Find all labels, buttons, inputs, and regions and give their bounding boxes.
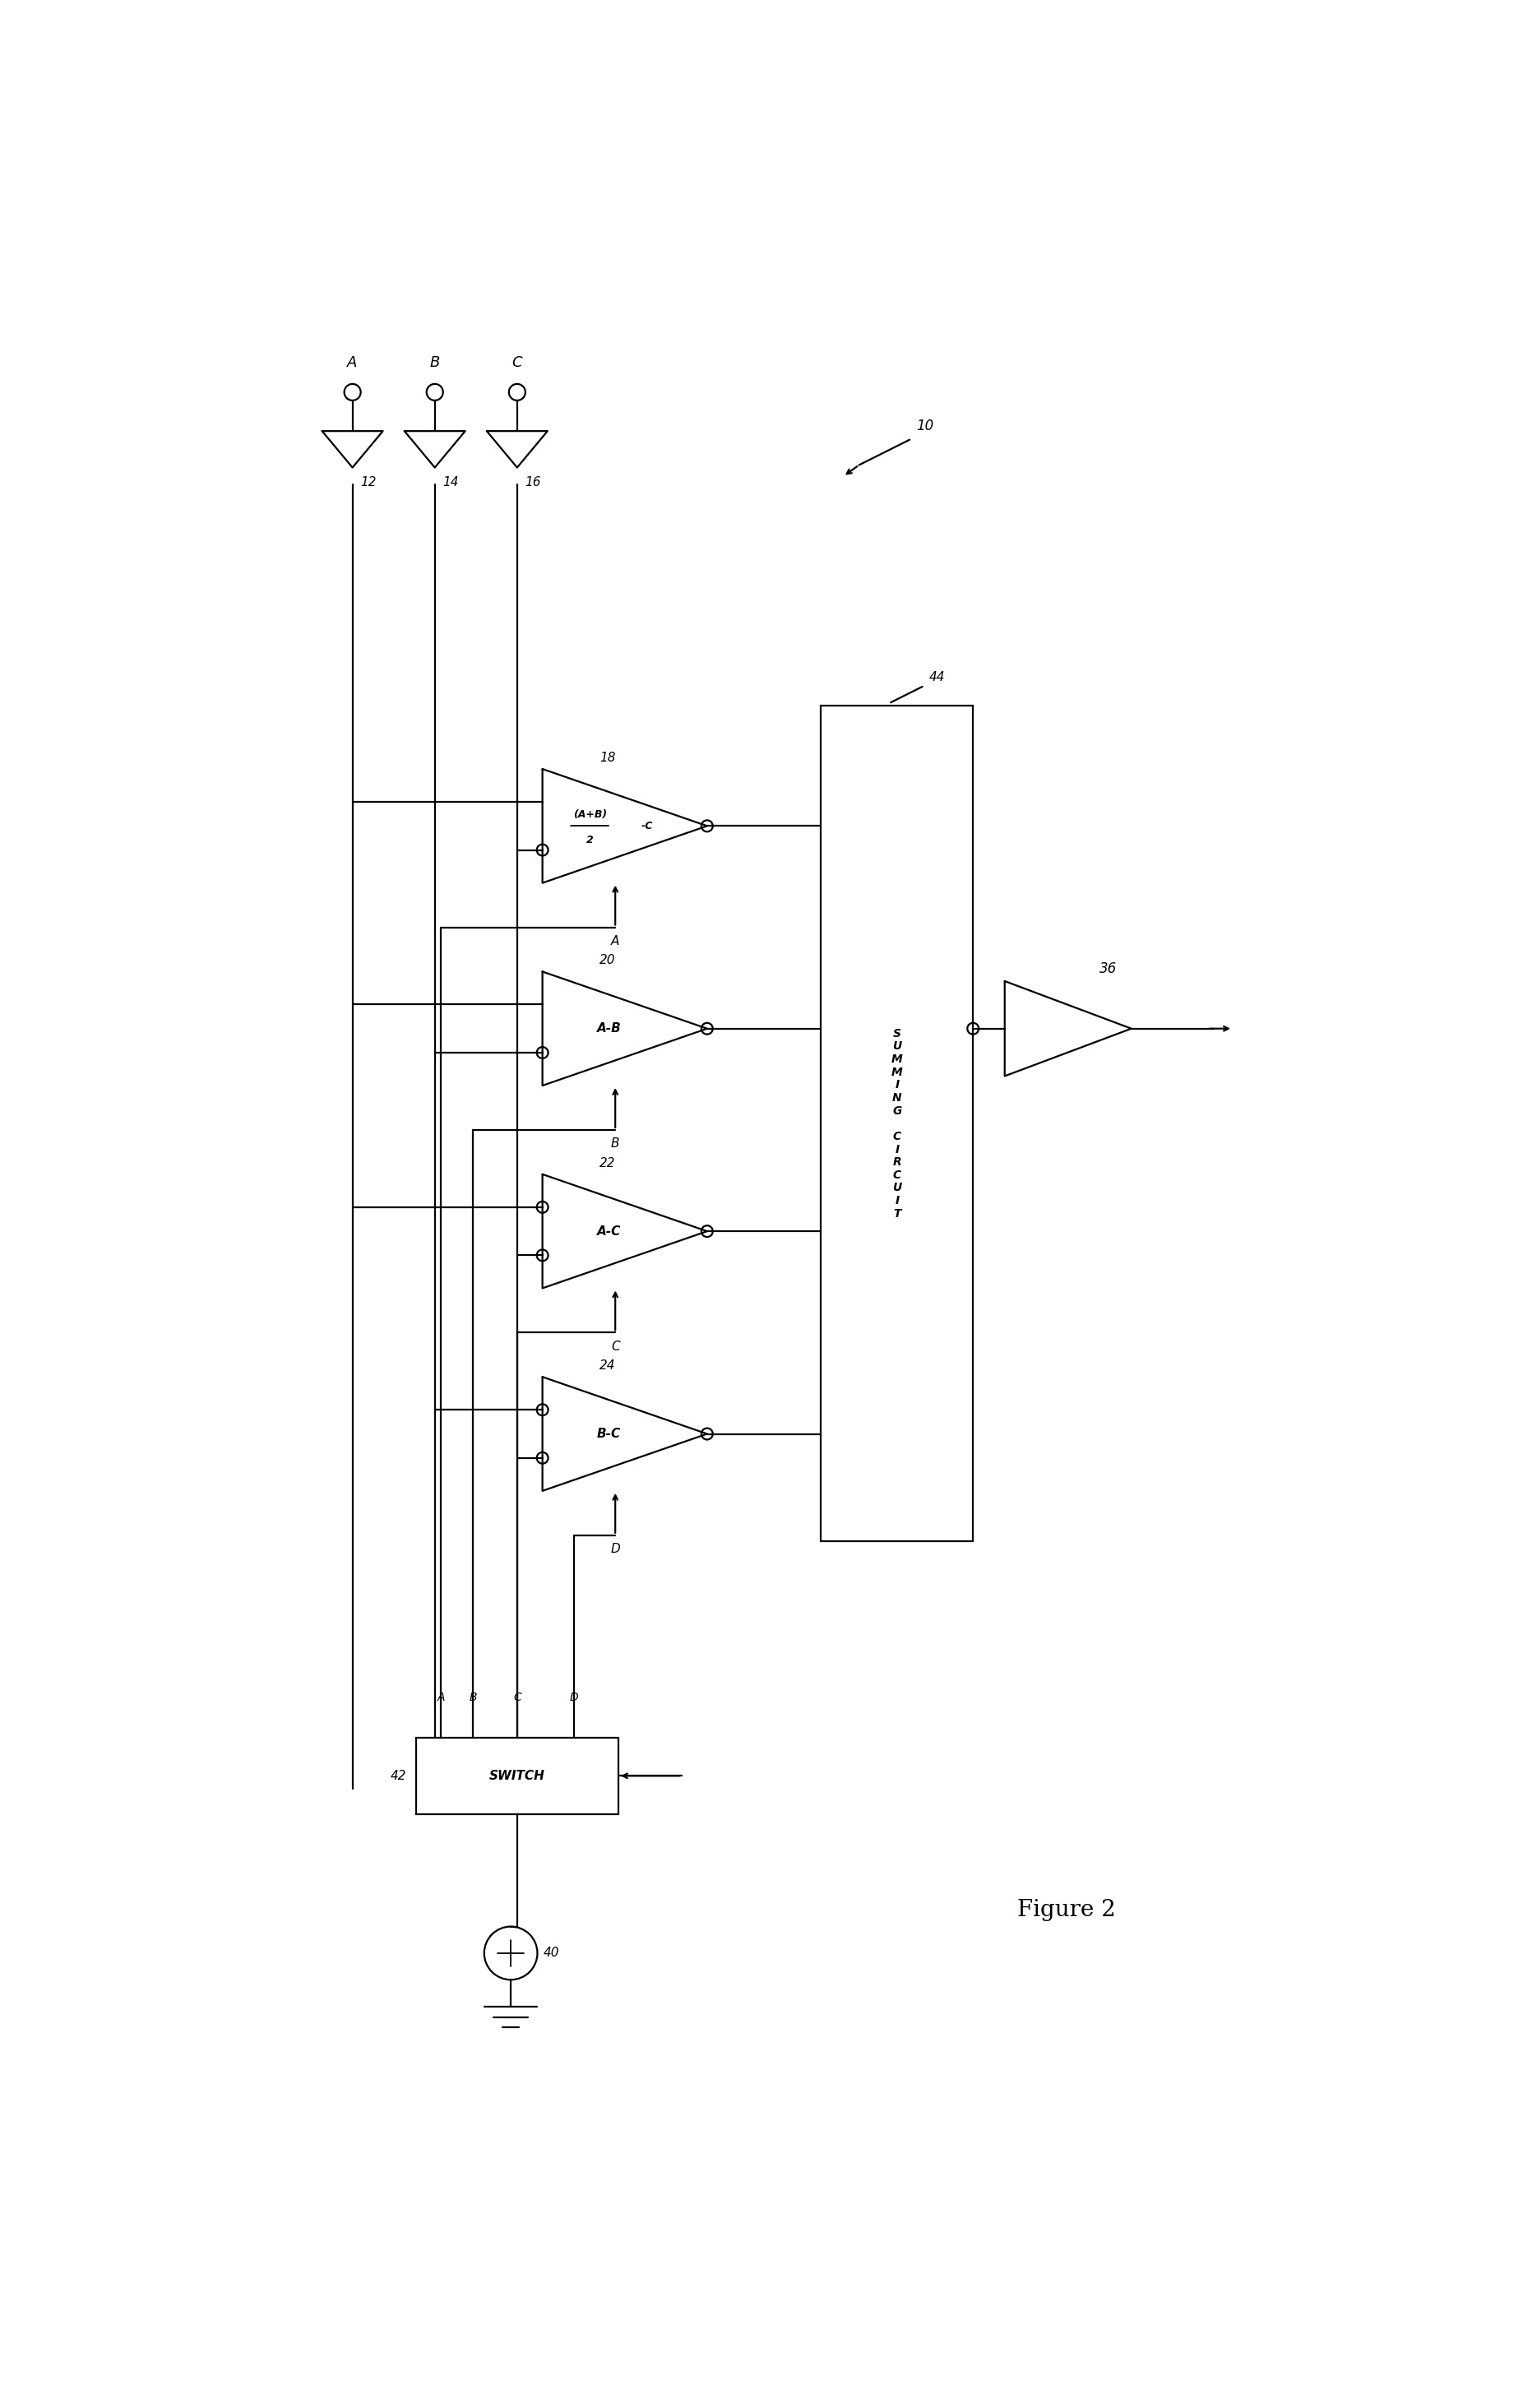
Text: B: B xyxy=(429,356,440,371)
Text: -C: -C xyxy=(641,821,653,831)
Text: (A+B): (A+B) xyxy=(573,809,606,819)
Text: B: B xyxy=(469,1690,477,1702)
Text: A: A xyxy=(611,934,620,946)
Text: 36: 36 xyxy=(1100,961,1118,975)
Text: S
U
M
M
I
N
G
 
C
I
R
C
U
I
T: S U M M I N G C I R C U I T xyxy=(891,1028,903,1218)
Text: A: A xyxy=(437,1690,445,1702)
Text: A: A xyxy=(347,356,358,371)
Text: Figure 2: Figure 2 xyxy=(1017,1900,1116,1922)
Text: 18: 18 xyxy=(600,751,615,763)
Text: A-C: A-C xyxy=(597,1226,621,1238)
Text: 14: 14 xyxy=(442,477,458,489)
Text: 16: 16 xyxy=(525,477,541,489)
Text: D: D xyxy=(611,1544,620,1556)
Text: A-B: A-B xyxy=(597,1023,621,1035)
Text: 12: 12 xyxy=(359,477,376,489)
Text: 24: 24 xyxy=(600,1361,615,1373)
Text: 44: 44 xyxy=(929,672,944,684)
Text: C: C xyxy=(512,356,522,371)
Text: B-C: B-C xyxy=(597,1428,621,1440)
Text: 2: 2 xyxy=(586,836,594,845)
Text: 22: 22 xyxy=(600,1156,615,1170)
Text: 10: 10 xyxy=(915,419,934,433)
Text: SWITCH: SWITCH xyxy=(489,1770,545,1782)
Text: 42: 42 xyxy=(390,1770,407,1782)
Text: C: C xyxy=(611,1341,620,1353)
Bar xyxy=(416,1739,618,1813)
Text: 20: 20 xyxy=(600,954,615,966)
Bar xyxy=(821,706,973,1541)
Text: 40: 40 xyxy=(544,1948,560,1960)
Text: C: C xyxy=(513,1690,521,1702)
Text: D: D xyxy=(570,1690,579,1702)
Text: B: B xyxy=(611,1137,620,1151)
